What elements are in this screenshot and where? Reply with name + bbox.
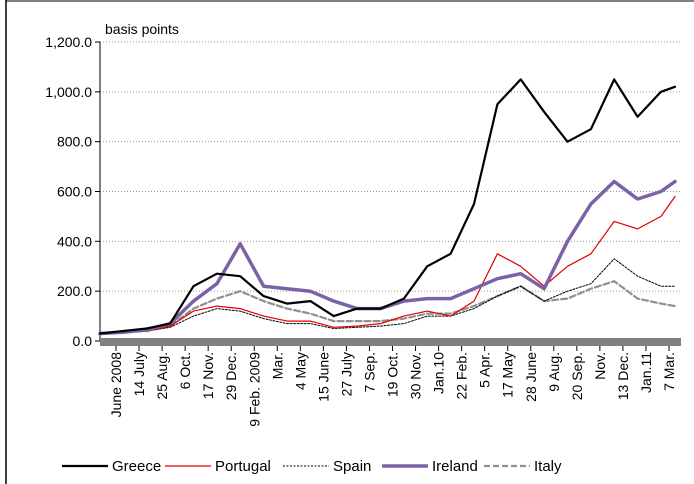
x-tick-label: 20 Sep.: [569, 352, 585, 400]
x-tick-label: 4 May: [292, 352, 308, 390]
x-tick-label: 6 Oct.: [177, 352, 193, 389]
y-axis-label: basis points: [105, 21, 179, 37]
y-tick-label: 0.0: [73, 333, 93, 349]
x-tick-label: 19 Oct.: [385, 352, 401, 397]
y-tick-label: 400.0: [57, 233, 92, 249]
x-tick-label: 28 June: [523, 352, 539, 402]
x-tick-label: Nov.: [592, 352, 608, 380]
y-tick-label: 600.0: [57, 184, 92, 200]
x-tick-label: 9 Aug.: [546, 352, 562, 392]
x-tick-label: 15 June: [315, 352, 331, 402]
x-tick-label: 22 Feb.: [454, 352, 470, 399]
legend: Greece Portugal Spain Ireland Italy: [62, 458, 562, 475]
y-axis-ticks: 0.0 200.0 400.0 600.0 800.0 1,000.0 1,200.0: [45, 34, 101, 349]
x-tick-label: 13 Dec.: [615, 352, 631, 400]
legend-label-spain: Spain: [333, 458, 371, 475]
series-line-greece: [98, 78, 677, 335]
x-tick-label: Mar.: [269, 352, 285, 379]
x-tick-label: Jan.10: [431, 352, 447, 394]
x-tick-label: Jan.11: [638, 352, 654, 393]
x-tick-label: June 2008: [108, 352, 124, 418]
legend-label-italy: Italy: [534, 458, 562, 475]
grid-lines: [100, 41, 681, 292]
x-tick-label: 25 Aug.: [154, 352, 170, 400]
legend-label-ireland: Ireland: [432, 458, 478, 475]
series-line-portugal: [99, 195, 676, 335]
x-tick-label: 9 Feb. 2009: [246, 352, 262, 427]
y-tick-label: 1,200.0: [45, 34, 92, 50]
x-tick-label: 27 July: [338, 352, 354, 396]
legend-label-greece: Greece: [112, 458, 161, 475]
legend-label-portugal: Portugal: [215, 458, 271, 475]
x-tick-label: 7 Mar.: [661, 352, 677, 391]
x-tick-label: 30 Nov.: [408, 352, 424, 399]
x-tick-label: 7 Sep.: [361, 352, 377, 392]
x-axis-ticks: June 2008 14 July 25 Aug. 6 Oct. 17 Nov. 29 D…: [108, 346, 677, 427]
x-tick-label: 17 May: [500, 352, 516, 398]
x-tick-label: 14 July: [131, 352, 147, 396]
series-line-ireland: [98, 179, 677, 336]
y-tick-label: 1,000.0: [45, 84, 92, 100]
x-axis-bar: [100, 338, 681, 346]
y-tick-label: 800.0: [57, 134, 92, 150]
y-tick-label: 200.0: [57, 283, 92, 299]
x-tick-label: 17 Nov.: [200, 352, 216, 399]
series-line-spain: [99, 258, 676, 334]
plot-area: [98, 78, 677, 336]
x-tick-label: 5 Apr.: [477, 352, 493, 388]
x-tick-label: 29 Dec.: [223, 352, 239, 400]
